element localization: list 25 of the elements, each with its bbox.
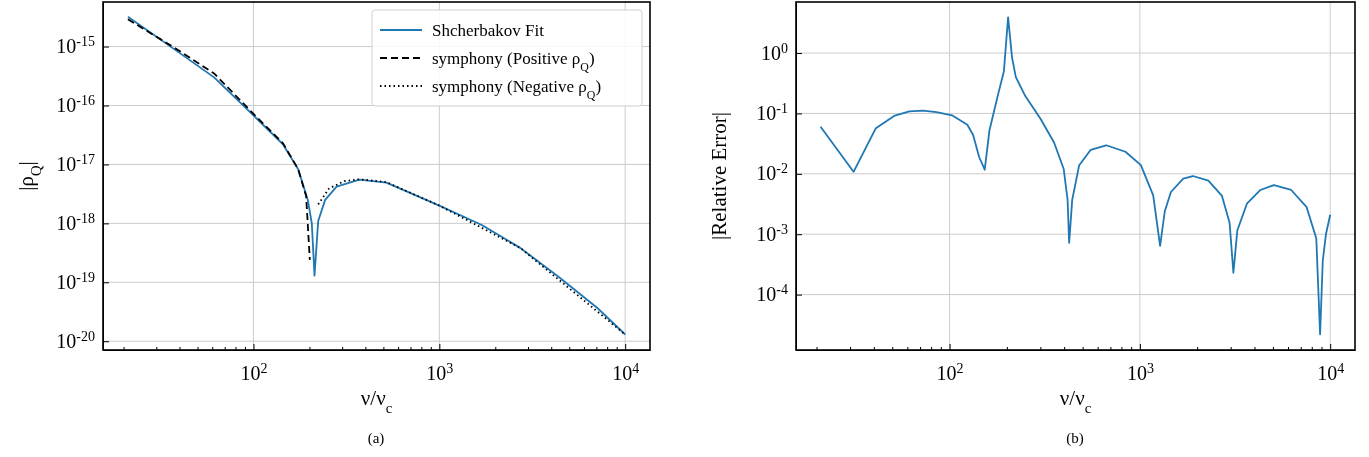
y-axis-title: |Relative Error| <box>707 112 731 240</box>
x-tick-label: 10$^{4}$ <box>612 360 640 384</box>
legend-label: symphony (Negative ρ$_{Q}$) <box>432 77 602 102</box>
x-tick-label: 10$^{4}$ <box>1317 360 1345 384</box>
y-tick-label: 10$^{-19}$ <box>56 269 95 293</box>
x-axis-title: ν/ν$_{c}$ <box>360 386 393 416</box>
x-tick-label: 10$^{3}$ <box>426 360 454 384</box>
y-tick-label: 10$^{-16}$ <box>56 92 95 116</box>
text: (a) <box>367 430 385 447</box>
y-tick-label: 10$^{0}$ <box>761 40 788 64</box>
y-tick-label: 10$^{-2}$ <box>756 160 788 185</box>
y-tick-label: 10$^{-1}$ <box>756 100 788 124</box>
y-tick-label: 10$^{-15}$ <box>56 33 95 58</box>
legend-label: Shcherbakov Fit <box>432 21 545 40</box>
x-axis-title: ν/ν$_{c}$ <box>1059 386 1092 416</box>
y-tick-label: 10$^{-20}$ <box>56 328 95 352</box>
x-tick-label: 10$^{2}$ <box>240 360 268 384</box>
y-tick-label: 10$^{-17}$ <box>56 151 95 175</box>
y-tick-label: 10$^{-3}$ <box>756 221 788 245</box>
x-tick-label: 10$^{2}$ <box>936 360 964 384</box>
x-tick-label: 10$^{3}$ <box>1126 360 1154 384</box>
legend-label: symphony (Positive ρ$_{Q}$) <box>432 49 595 74</box>
y-tick-label: 10$^{-18}$ <box>56 210 95 234</box>
text: (b) <box>1066 430 1084 447</box>
y-tick-label: 10$^{-4}$ <box>756 281 788 306</box>
